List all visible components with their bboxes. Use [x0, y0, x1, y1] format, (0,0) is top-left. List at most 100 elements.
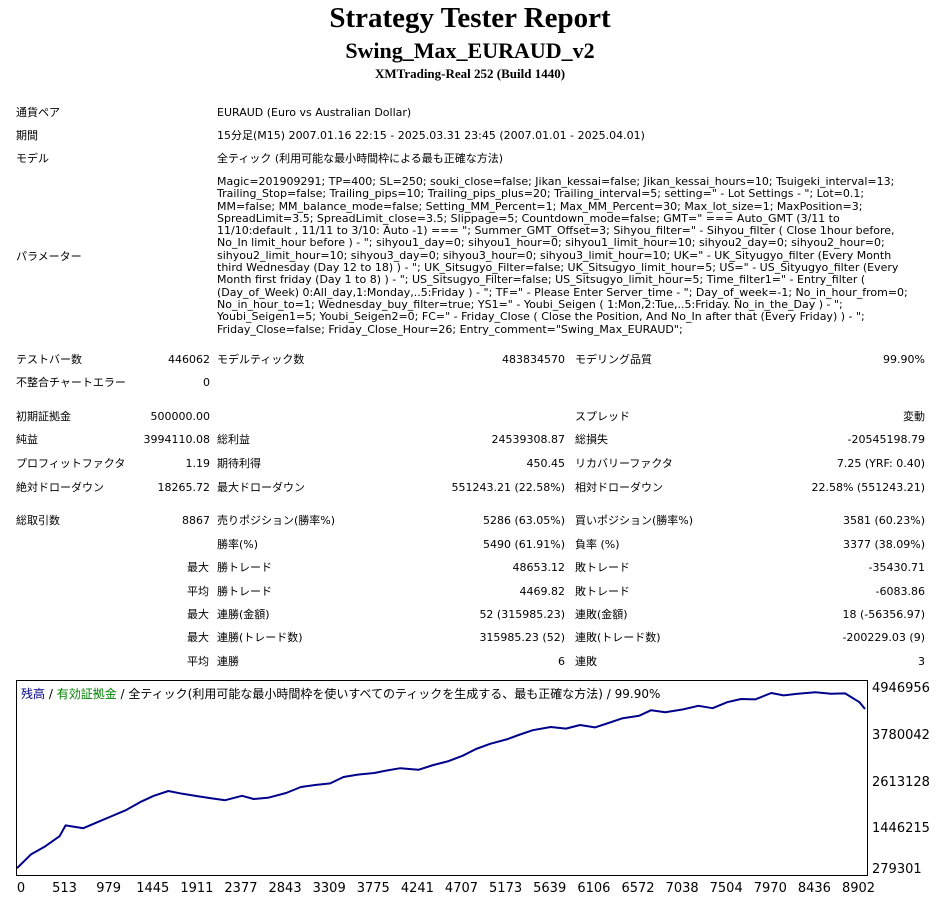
loss-rate-label: 負率 (%) — [575, 538, 620, 551]
cons-loss-cnt-value: -200229.03 (9) — [842, 631, 925, 644]
model-label: モデル — [16, 152, 49, 165]
x-tick-label: 1445 — [136, 881, 170, 896]
legend-equity: 有効証拠金 — [56, 687, 117, 701]
stats-row-avg-trade: 平均 勝トレード 4469.82 敗トレード -6083.86 — [0, 583, 940, 601]
x-tick-label: 0 — [16, 881, 26, 896]
stats-row-cons-cnt: 最大 連勝(トレード数) 315985.23 (52) 連敗(トレード数) -2… — [0, 629, 940, 647]
period-row: 期間 15分足(M15) 2007.01.16 22:15 - 2025.03.… — [0, 127, 940, 145]
win-rate-label: 勝率(%) — [217, 538, 259, 551]
short-label: 売りポジション(勝率%) — [217, 514, 336, 527]
x-tick-label: 513 — [52, 881, 77, 896]
y-tick-label: 2613128 — [872, 774, 930, 790]
period-value: 15分足(M15) 2007.01.16 22:15 - 2025.03.31 … — [217, 129, 645, 142]
net-label: 純益 — [16, 433, 38, 446]
avg-loss-value: -6083.86 — [875, 585, 925, 598]
avg-cons-loss-value: 3 — [918, 655, 925, 668]
params-label: パラメーター — [16, 250, 82, 263]
y-tick-label: 1446215 — [872, 821, 930, 837]
avg-cons-loss-label: 連敗 — [575, 655, 597, 668]
gross-loss-value: -20545198.79 — [847, 433, 925, 446]
stats-row-trades: 総取引数 8867 売りポジション(勝率%) 5286 (63.05%) 買いポ… — [0, 512, 940, 530]
stats-row-net: 純益 3994110.08 総利益 24539308.87 総損失 -20545… — [0, 431, 940, 449]
gross-profit-value: 24539308.87 — [491, 433, 565, 446]
avg-cons-win-value: 6 — [558, 655, 565, 668]
long-label: 買いポジション(勝率%) — [575, 514, 694, 527]
x-tick-label: 4241 — [400, 881, 434, 896]
max-loss-value: -35430.71 — [868, 561, 925, 574]
stats-row-pf: プロフィットファクタ 1.19 期待利得 450.45 リカバリーファクタ 7.… — [0, 455, 940, 473]
x-tick-label: 6106 — [577, 881, 611, 896]
max-label-2: 最大 — [187, 608, 209, 621]
bars-value: 446062 — [168, 353, 210, 366]
stats-row-bars: テストバー数 446062 モデルティック数 483834570 モデリング品質… — [0, 351, 940, 369]
abs-dd-label: 絶対ドローダウン — [16, 481, 104, 494]
rel-dd-label: 相対ドローダウン — [575, 481, 663, 494]
chart-plot-area: 残高 / 有効証拠金 / 全ティック(利用可能な最小時間枠を使いすべてのティック… — [16, 680, 868, 876]
abs-dd-value: 18265.72 — [157, 481, 211, 494]
y-tick-label: 3780042 — [872, 727, 930, 743]
avg-win-value: 4469.82 — [519, 585, 566, 598]
gross-loss-label: 総損失 — [575, 433, 608, 446]
balance-series-line — [17, 691, 866, 869]
mismatch-label: 不整合チャートエラー — [16, 376, 126, 389]
symbol-row: 通貨ペア EURAUD (Euro vs Australian Dollar) — [0, 104, 940, 122]
legend-balance: 残高 — [21, 687, 46, 701]
max-loss-label: 敗トレード — [575, 561, 630, 574]
x-tick-label: 3775 — [356, 881, 390, 896]
stats-row-dd: 絶対ドローダウン 18265.72 最大ドローダウン 551243.21 (22… — [0, 479, 940, 497]
x-tick-label: 5639 — [533, 881, 567, 896]
x-tick-label: 2843 — [268, 881, 302, 896]
x-tick-label: 8902 — [841, 881, 876, 896]
cons-loss-amt-label: 連敗(金額) — [575, 608, 628, 621]
ticks-value: 483834570 — [502, 353, 565, 366]
cons-loss-amt-value: 18 (-56356.97) — [842, 608, 925, 621]
long-value: 3581 (60.23%) — [842, 514, 925, 527]
x-tick-label: 4707 — [444, 881, 479, 896]
rel-dd-value: 22.58% (551243.21) — [811, 481, 925, 494]
expected-label: 期待利得 — [217, 457, 261, 470]
period-label: 期間 — [16, 129, 38, 142]
avg-cons-win-label: 連勝 — [217, 655, 239, 668]
max-dd-label: 最大ドローダウン — [217, 481, 305, 494]
params-value: Magic=201909291; TP=400; SL=250; souki_c… — [217, 175, 908, 336]
chart-legend: 残高 / 有効証拠金 / 全ティック(利用可能な最小時間枠を使いすべてのティック… — [21, 685, 660, 702]
max-label: 最大 — [187, 561, 209, 574]
win-rate-value: 5490 (61.91%) — [482, 538, 565, 551]
x-tick-label: 5173 — [489, 881, 523, 896]
pf-label: プロフィットファクタ — [16, 457, 126, 470]
x-tick-label: 6572 — [621, 881, 655, 896]
quality-value: 99.90% — [883, 353, 925, 366]
ea-name: Swing_Max_EURAUD_v2 — [345, 38, 595, 63]
net-value: 3994110.08 — [143, 433, 210, 446]
stats-row-winrate: 勝率(%) 5490 (61.91%) 負率 (%) 3377 (38.09%) — [0, 536, 940, 554]
max-win-value: 48653.12 — [512, 561, 566, 574]
avg-label: 平均 — [187, 585, 209, 598]
y-tick-label: 4946956 — [872, 681, 930, 697]
recovery-value: 7.25 (YRF: 0.40) — [836, 457, 925, 470]
max-label-3: 最大 — [187, 631, 209, 644]
y-tick-label: 279301 — [872, 862, 922, 877]
server-name: XMTrading-Real 252 (Build 1440) — [374, 66, 566, 81]
report-title: Strategy Tester Report — [329, 2, 611, 34]
cons-win-amt-value: 52 (315985.23) — [479, 608, 565, 621]
balance-chart: 残高 / 有効証拠金 / 全ティック(利用可能な最小時間枠を使いすべてのティック… — [16, 680, 940, 906]
total-trades-value: 8867 — [182, 514, 210, 527]
legend-model: 全ティック(利用可能な最小時間枠を使いすべてのティックを生成する、最も正確な方法… — [128, 687, 661, 701]
chart-svg — [17, 691, 866, 869]
model-row: モデル 全ティック (利用可能な最小時間枠による最も正確な方法) — [0, 150, 940, 168]
x-tick-label: 979 — [96, 881, 122, 896]
avg-label-2: 平均 — [187, 655, 209, 668]
total-trades-label: 総取引数 — [16, 514, 60, 527]
x-tick-label: 1911 — [180, 881, 214, 896]
stats-row-deposit: 初期証拠金 500000.00 スプレッド 変動 — [0, 408, 940, 426]
cons-loss-cnt-label: 連敗(トレード数) — [575, 631, 661, 644]
symbol-value: EURAUD (Euro vs Australian Dollar) — [217, 106, 412, 119]
short-value: 5286 (63.05%) — [482, 514, 565, 527]
bars-label: テストバー数 — [16, 353, 82, 366]
stats-row-cons-amt: 最大 連勝(金額) 52 (315985.23) 連敗(金額) 18 (-563… — [0, 606, 940, 624]
x-tick-label: 7504 — [709, 881, 743, 896]
stats-row-mismatch: 不整合チャートエラー 0 — [0, 374, 940, 392]
x-tick-label: 7038 — [665, 881, 699, 896]
mismatch-value: 0 — [203, 376, 210, 389]
cons-win-cnt-value: 315985.23 (52) — [479, 631, 565, 644]
